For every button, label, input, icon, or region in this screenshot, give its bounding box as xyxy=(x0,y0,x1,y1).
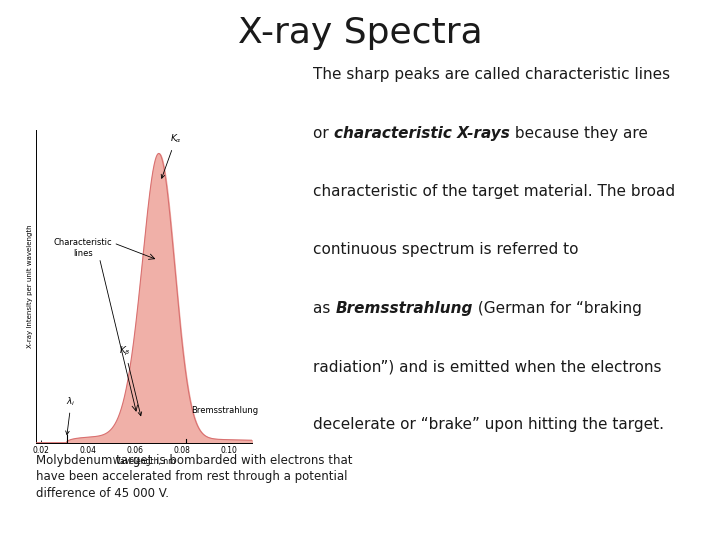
Text: or: or xyxy=(313,126,334,141)
Text: $K_\alpha$: $K_\alpha$ xyxy=(161,132,182,178)
Text: Molybdenum target is bombarded with electrons that
have been accelerated from re: Molybdenum target is bombarded with elec… xyxy=(36,454,353,500)
Text: as: as xyxy=(313,301,336,316)
Text: continuous spectrum is referred to: continuous spectrum is referred to xyxy=(313,242,579,258)
Y-axis label: X-ray Intensity per unit wavelength: X-ray Intensity per unit wavelength xyxy=(27,225,33,348)
Text: because they are: because they are xyxy=(510,126,647,141)
Text: radiation”) and is emitted when the electrons: radiation”) and is emitted when the elec… xyxy=(313,359,662,374)
Text: X-ray Spectra: X-ray Spectra xyxy=(238,16,482,50)
Text: $K_\beta$: $K_\beta$ xyxy=(120,345,142,416)
Text: Characteristic
lines: Characteristic lines xyxy=(54,239,112,258)
Text: $\lambda_i$: $\lambda_i$ xyxy=(66,395,76,435)
Text: characteristic of the target material. The broad: characteristic of the target material. T… xyxy=(313,184,675,199)
Text: Bremsstrahlung: Bremsstrahlung xyxy=(336,301,473,316)
Text: (German for “braking: (German for “braking xyxy=(473,301,642,316)
Text: characteristic X-rays: characteristic X-rays xyxy=(334,126,510,141)
Text: The sharp peaks are called characteristic lines: The sharp peaks are called characteristi… xyxy=(313,68,670,83)
Text: Bremsstrahlung: Bremsstrahlung xyxy=(191,406,258,415)
X-axis label: Wavelength, nm: Wavelength, nm xyxy=(113,457,175,467)
Text: decelerate or “brake” upon hitting the target.: decelerate or “brake” upon hitting the t… xyxy=(313,417,665,433)
